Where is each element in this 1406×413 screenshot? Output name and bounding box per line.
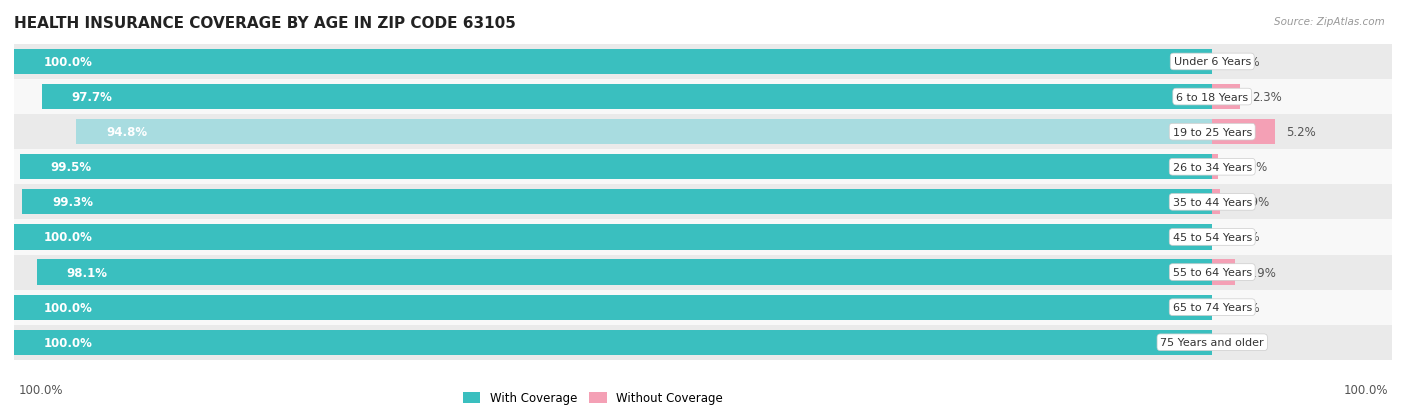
Text: 98.1%: 98.1% <box>66 266 108 279</box>
Text: 94.8%: 94.8% <box>107 126 148 139</box>
Text: 2.3%: 2.3% <box>1251 91 1281 104</box>
Text: 0.0%: 0.0% <box>1230 231 1260 244</box>
Bar <box>1212 190 1220 215</box>
Text: 0.0%: 0.0% <box>1230 301 1260 314</box>
Text: 100.0%: 100.0% <box>44 56 93 69</box>
Bar <box>14 185 1392 220</box>
Bar <box>42 85 1212 110</box>
Bar <box>1212 260 1234 285</box>
Text: 65 to 74 Years: 65 to 74 Years <box>1173 302 1251 312</box>
Text: 5.2%: 5.2% <box>1286 126 1316 139</box>
Text: Source: ZipAtlas.com: Source: ZipAtlas.com <box>1274 17 1385 26</box>
Bar <box>14 330 1212 355</box>
Bar <box>14 150 1392 185</box>
Text: 1.9%: 1.9% <box>1247 266 1277 279</box>
Bar <box>14 325 1392 360</box>
Bar <box>76 120 1212 145</box>
Text: 0.49%: 0.49% <box>1230 161 1267 174</box>
Bar <box>14 295 1212 320</box>
Bar <box>14 80 1392 115</box>
Text: 35 to 44 Years: 35 to 44 Years <box>1173 197 1251 207</box>
Bar <box>14 290 1392 325</box>
Text: 100.0%: 100.0% <box>44 301 93 314</box>
Text: 0.0%: 0.0% <box>1230 336 1260 349</box>
Text: 55 to 64 Years: 55 to 64 Years <box>1173 267 1251 278</box>
Text: 0.0%: 0.0% <box>1230 56 1260 69</box>
Bar <box>1212 155 1218 180</box>
Text: Under 6 Years: Under 6 Years <box>1174 57 1251 67</box>
Text: 100.0%: 100.0% <box>1343 384 1388 396</box>
Bar <box>14 45 1392 80</box>
Bar <box>37 260 1212 285</box>
Bar <box>14 115 1392 150</box>
Text: 6 to 18 Years: 6 to 18 Years <box>1177 93 1249 102</box>
Bar <box>14 220 1392 255</box>
Bar <box>1212 85 1240 110</box>
Text: 99.5%: 99.5% <box>51 161 91 174</box>
Bar <box>14 225 1212 250</box>
Text: HEALTH INSURANCE COVERAGE BY AGE IN ZIP CODE 63105: HEALTH INSURANCE COVERAGE BY AGE IN ZIP … <box>14 15 516 31</box>
Text: 19 to 25 Years: 19 to 25 Years <box>1173 127 1251 138</box>
Text: 100.0%: 100.0% <box>44 336 93 349</box>
Text: 97.7%: 97.7% <box>72 91 112 104</box>
Bar <box>22 190 1212 215</box>
Text: 100.0%: 100.0% <box>44 231 93 244</box>
Text: 100.0%: 100.0% <box>18 384 63 396</box>
Text: 75 Years and older: 75 Years and older <box>1160 337 1264 347</box>
Bar <box>1212 120 1274 145</box>
Legend: With Coverage, Without Coverage: With Coverage, Without Coverage <box>458 387 728 409</box>
Text: 0.69%: 0.69% <box>1233 196 1270 209</box>
Bar <box>20 155 1212 180</box>
Text: 26 to 34 Years: 26 to 34 Years <box>1173 162 1251 172</box>
Text: 45 to 54 Years: 45 to 54 Years <box>1173 233 1251 242</box>
Text: 99.3%: 99.3% <box>52 196 93 209</box>
Bar <box>14 255 1392 290</box>
Bar <box>14 50 1212 75</box>
